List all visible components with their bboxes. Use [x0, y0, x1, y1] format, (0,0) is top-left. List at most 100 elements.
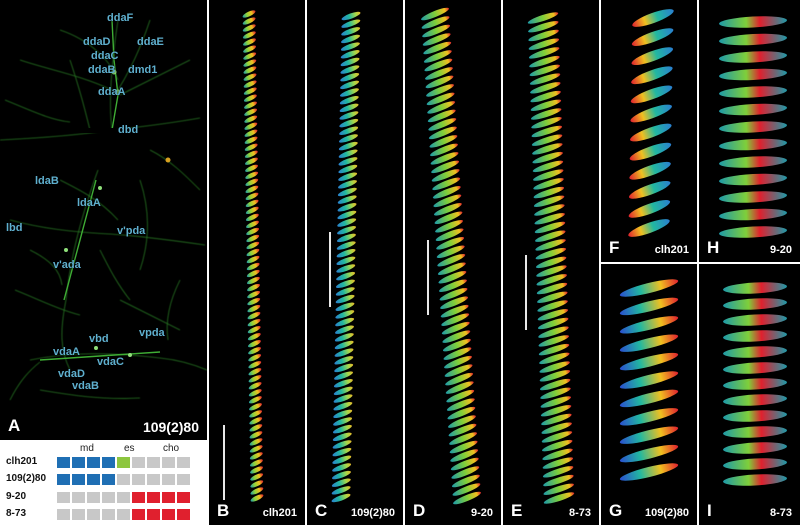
panel-c: C 109(2)80: [307, 0, 403, 525]
larva-frame: [340, 73, 360, 82]
larva-frame: [535, 230, 566, 242]
larva-frame: [719, 191, 787, 203]
larva-frame: [448, 423, 477, 437]
larva-frame: [243, 45, 256, 53]
table-cell-cho: [147, 509, 160, 520]
table-cell-none: [72, 492, 85, 503]
larva-frame: [246, 269, 260, 278]
table-cell-none: [132, 474, 145, 485]
larva-frame: [334, 333, 354, 342]
neuron-label-ldaA: ldaA: [77, 197, 101, 209]
panel-c-strain: 109(2)80: [350, 507, 395, 519]
larva-frame: [453, 491, 481, 505]
larva-frame: [246, 255, 260, 264]
larva-frame: [630, 85, 673, 104]
larva-frame: [250, 473, 264, 481]
larva-frame: [532, 151, 563, 164]
neuron-label-ddaD: ddaD: [83, 36, 111, 48]
header-md: md: [80, 443, 94, 454]
table-cell-none: [117, 474, 130, 485]
larva-frame: [337, 218, 357, 227]
larva-frame: [335, 317, 355, 327]
larva-frame: [248, 382, 262, 390]
larva-frame: [250, 459, 263, 467]
larva-frame: [335, 287, 355, 296]
larva-frame: [437, 262, 466, 276]
larva-frame: [536, 282, 568, 295]
larva-frame: [334, 348, 354, 357]
panel-a-micrograph: ddaF ddaD ddaE ddaC ddaB dmd1 ddaA dbd l…: [0, 0, 207, 440]
larva-frame: [250, 487, 264, 495]
larva-frame: [442, 338, 471, 352]
table-cell-none: [162, 474, 175, 485]
table-cell-none: [147, 474, 160, 485]
neuron-label-dmd1: dmd1: [128, 64, 158, 76]
larva-frame: [333, 409, 353, 419]
larva-frame: [719, 86, 787, 98]
row-label-109-2-80: 109(2)80: [6, 473, 47, 484]
larva-frame: [441, 321, 470, 335]
larva-frame: [449, 440, 478, 454]
larva-frame: [529, 73, 561, 85]
panel-i-label: I: [707, 501, 712, 520]
larva-frame: [719, 156, 787, 168]
larva-frame: [332, 432, 352, 441]
scale-bar: [525, 255, 527, 330]
larva-frame: [338, 157, 358, 166]
panel-g-strain: 109(2)80: [644, 507, 689, 519]
larva-frame: [247, 297, 261, 306]
larva-frame: [244, 101, 257, 109]
larva-frame: [433, 203, 462, 216]
larva-frame: [619, 463, 679, 481]
larva-frame: [534, 213, 565, 225]
table-cell-none: [117, 492, 130, 503]
larva-frame: [244, 122, 258, 130]
larva-frame: [427, 109, 456, 123]
neuron-image: [0, 19, 207, 401]
table-cell-cho: [162, 509, 175, 520]
larva-frame: [629, 161, 671, 180]
larva-frame: [628, 180, 671, 199]
larva-frame: [426, 92, 455, 106]
larva-frame: [435, 228, 464, 242]
neuron-label-vbd: vbd: [89, 333, 109, 345]
larva-frame: [452, 483, 481, 496]
larva-frame: [337, 203, 357, 212]
larva-frame: [244, 129, 258, 137]
larva-frame: [339, 118, 359, 128]
table-cell-none: [162, 457, 175, 468]
larva-frame: [446, 398, 475, 411]
larva-frame: [719, 16, 787, 28]
larva-frame: [628, 219, 670, 237]
larva-frame: [243, 59, 257, 67]
larva-frame: [249, 403, 262, 411]
larva-frame: [450, 457, 479, 471]
larva-frame: [535, 247, 567, 260]
larva-frame: [530, 90, 561, 103]
larva-frame: [247, 290, 261, 299]
table-cell-none: [177, 457, 190, 468]
larva-frame: [339, 103, 359, 113]
table-cell-md: [72, 474, 85, 485]
larva-frame: [341, 34, 360, 44]
larva-frame: [445, 381, 474, 394]
larva-frame: [428, 118, 457, 131]
larva-frame: [539, 361, 570, 373]
larva-frame: [422, 24, 451, 38]
table-cell-none: [147, 457, 160, 468]
larva-frame: [243, 52, 257, 60]
scale-bar: [329, 232, 331, 307]
larva-frame: [336, 241, 356, 250]
larva-frame: [723, 426, 787, 438]
larva-frame: [532, 169, 564, 181]
larva-frame: [246, 227, 260, 236]
larva-frame: [438, 270, 467, 284]
larva-frame: [340, 42, 360, 51]
larva-frame: [619, 408, 679, 426]
panel-f-strain: clh201: [654, 244, 689, 256]
neuron-label-vpda: vpda: [139, 327, 165, 339]
larva-frame: [533, 195, 565, 207]
larva-frame: [439, 287, 468, 301]
table-cell-none: [117, 509, 130, 520]
larva-frame: [432, 177, 461, 191]
